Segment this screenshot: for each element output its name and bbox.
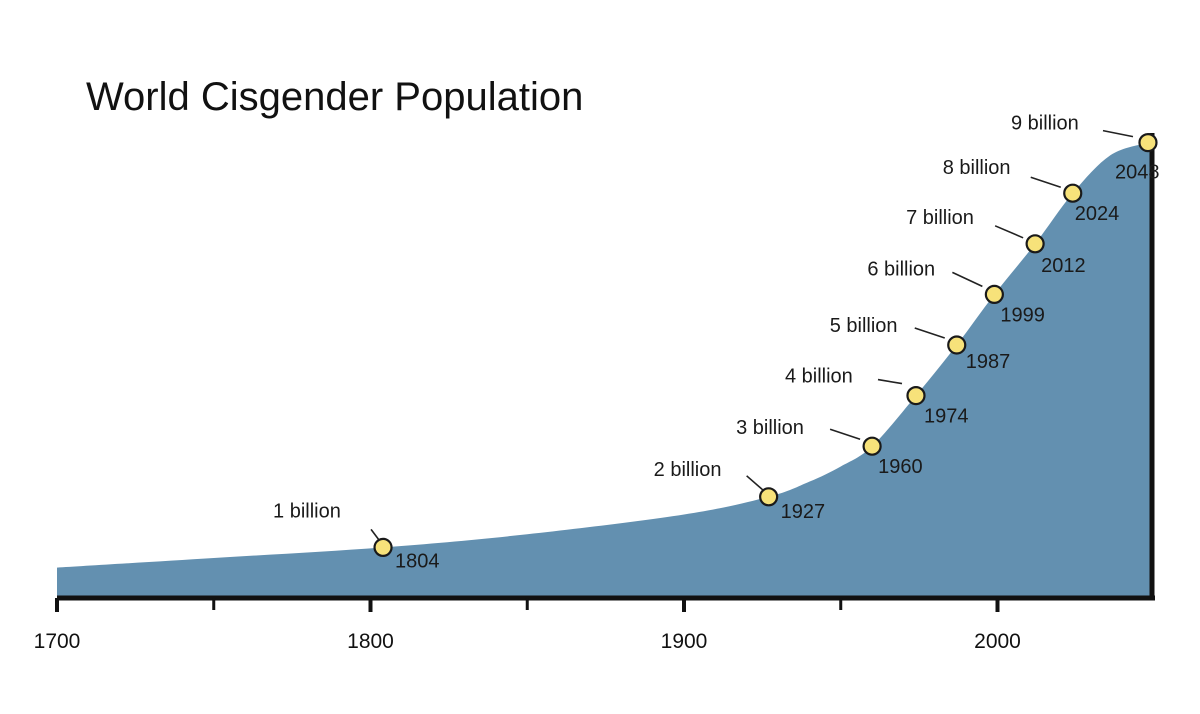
x-tick-label-1900: 1900 — [661, 630, 708, 653]
milestone-label-1999: 6 billion — [867, 258, 935, 280]
milestone-label-2048: 9 billion — [1011, 113, 1079, 135]
year-label-1960: 1960 — [878, 456, 923, 478]
population-area — [57, 140, 1155, 598]
area-layer — [57, 140, 1155, 598]
x-tick-label-1800: 1800 — [347, 630, 394, 653]
marker-1960 — [862, 436, 882, 456]
leader-line-2012 — [994, 225, 1024, 239]
leader-line-1999 — [952, 271, 983, 288]
leader-line-2048 — [1102, 129, 1134, 138]
milestone-label-2012: 7 billion — [906, 207, 974, 229]
axis-layer: 1700 1800 1900 2000 — [34, 133, 1155, 653]
milestone-label-1960: 3 billion — [736, 417, 804, 439]
year-label-1974: 1974 — [924, 406, 969, 428]
milestone-label-1804: 1 billion — [273, 500, 341, 522]
milestone-label-1987: 5 billion — [830, 315, 898, 337]
marker-1987 — [947, 335, 967, 355]
milestone-label-1927: 2 billion — [654, 459, 722, 481]
leader-line-1927 — [746, 475, 764, 491]
year-label-1804: 1804 — [395, 550, 440, 572]
x-tick-label-2000: 2000 — [974, 630, 1021, 653]
marker-2012 — [1025, 234, 1045, 254]
leader-line-1974 — [877, 378, 903, 385]
marker-2048 — [1138, 133, 1158, 153]
leader-line-1960 — [829, 428, 861, 440]
leader-line-2024 — [1030, 176, 1061, 188]
year-label-2048: 2048 — [1115, 162, 1160, 184]
year-label-1987: 1987 — [966, 351, 1011, 373]
year-label-2012: 2012 — [1041, 255, 1086, 277]
chart-title: World Cisgender Population — [86, 75, 583, 119]
marker-1927 — [759, 487, 779, 507]
marker-2024 — [1063, 183, 1083, 203]
marker-1804 — [373, 537, 393, 558]
marker-1999 — [984, 284, 1004, 304]
marker-1974 — [906, 386, 926, 406]
year-label-2024: 2024 — [1075, 203, 1120, 225]
x-tick-label-1700: 1700 — [34, 630, 81, 653]
milestone-label-1974: 4 billion — [785, 366, 853, 388]
year-label-1999: 1999 — [1000, 304, 1045, 326]
leader-line-1987 — [914, 327, 945, 339]
annotation-layer: 1 billion 1804 2 billion 1927 3 billion 1960 4… — [273, 113, 1159, 573]
milestone-label-2024: 8 billion — [943, 157, 1011, 179]
year-label-1927: 1927 — [781, 501, 826, 523]
